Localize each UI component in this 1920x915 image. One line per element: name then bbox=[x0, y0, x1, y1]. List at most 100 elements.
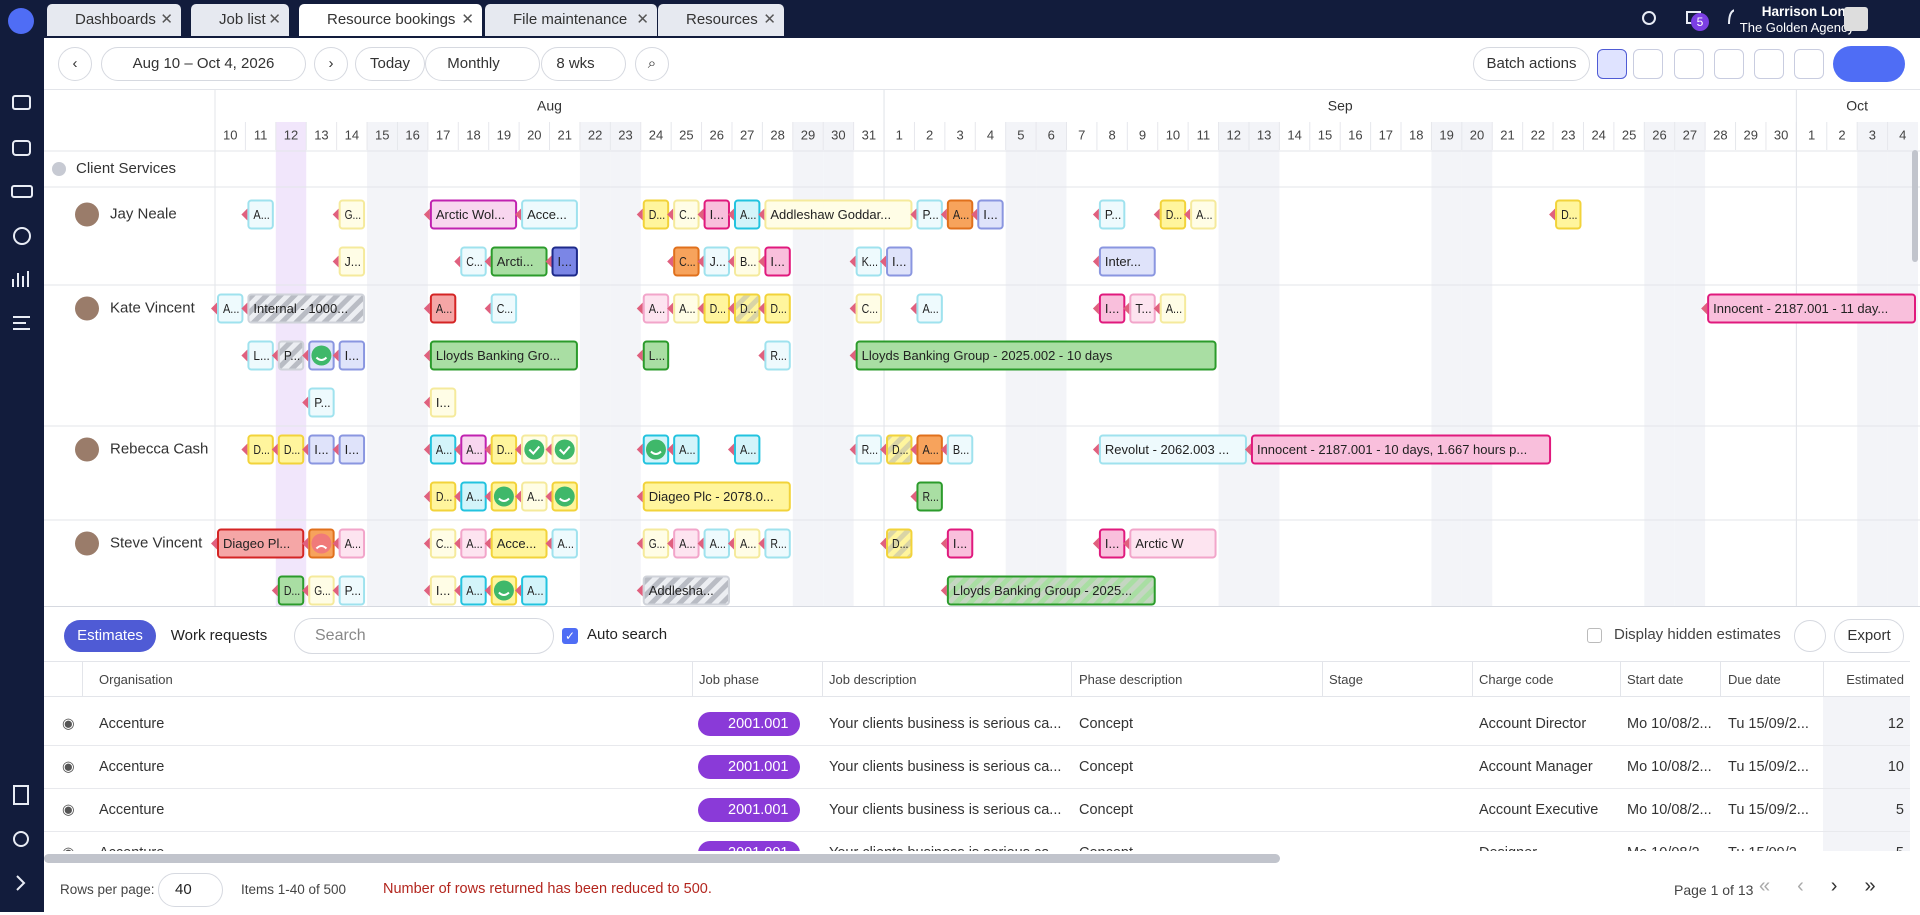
booking[interactable]: K... bbox=[849, 246, 883, 277]
booking[interactable]: B... bbox=[727, 246, 761, 277]
booking[interactable]: C... bbox=[423, 528, 457, 559]
booking[interactable]: Inter... bbox=[1092, 246, 1156, 277]
avatar[interactable] bbox=[1844, 7, 1868, 31]
booking[interactable]: G... bbox=[302, 575, 335, 606]
booking[interactable]: D... bbox=[484, 434, 518, 465]
booking[interactable]: D... bbox=[636, 199, 670, 230]
booking[interactable]: I... bbox=[423, 387, 457, 418]
tab[interactable]: Dashboards ✕ bbox=[47, 4, 181, 36]
booking[interactable]: C... bbox=[484, 293, 518, 324]
search-icon[interactable] bbox=[1642, 11, 1656, 25]
hidden-checkbox[interactable] bbox=[1587, 628, 1602, 643]
booking[interactable]: C... bbox=[849, 293, 883, 324]
booking[interactable]: R... bbox=[849, 434, 883, 465]
booking[interactable]: D... bbox=[271, 575, 305, 606]
booking[interactable]: I... bbox=[545, 246, 578, 277]
refresh[interactable] bbox=[1794, 49, 1824, 79]
booking[interactable]: L... bbox=[241, 340, 274, 371]
estimates-tab[interactable]: Estimates bbox=[64, 620, 156, 652]
booking[interactable]: I... bbox=[332, 434, 366, 465]
search-button[interactable]: ⌕ bbox=[635, 47, 669, 81]
export-button[interactable]: Export bbox=[1834, 619, 1904, 653]
job-phase-pill[interactable]: 2001.001 bbox=[698, 755, 800, 779]
calendar-view[interactable] bbox=[1597, 49, 1627, 79]
tab[interactable]: File maintenance ✕ bbox=[485, 4, 657, 36]
booking[interactable]: D... bbox=[880, 434, 913, 465]
booking[interactable]: A... bbox=[910, 293, 943, 324]
booking[interactable]: G... bbox=[332, 199, 366, 230]
job-phase-pill[interactable]: 2001.001 bbox=[698, 841, 800, 851]
nav-icon[interactable] bbox=[16, 875, 26, 891]
pagination[interactable]: «‹›» bbox=[1759, 875, 1903, 897]
booking[interactable]: T... bbox=[1123, 293, 1156, 324]
booking[interactable]: D... bbox=[697, 293, 730, 324]
booking[interactable]: I... bbox=[758, 246, 791, 277]
calendar-menu[interactable] bbox=[1833, 46, 1905, 82]
booking[interactable]: A... bbox=[697, 528, 730, 559]
nav-icon[interactable] bbox=[12, 271, 29, 287]
booking[interactable]: P... bbox=[910, 199, 943, 230]
next-button[interactable]: › bbox=[314, 47, 348, 81]
booking[interactable]: I... bbox=[880, 246, 913, 277]
booking[interactable]: A... bbox=[515, 481, 548, 512]
settings[interactable] bbox=[1714, 49, 1744, 79]
prev-button[interactable]: ‹ bbox=[58, 47, 92, 81]
booking[interactable]: A... bbox=[515, 575, 548, 606]
booking[interactable]: D... bbox=[423, 481, 457, 512]
booking[interactable]: Arcti... bbox=[484, 246, 548, 277]
h-scrollbar[interactable] bbox=[44, 854, 1280, 863]
booking[interactable]: B... bbox=[940, 434, 974, 465]
booking[interactable]: A... bbox=[332, 528, 366, 559]
nav-icon[interactable] bbox=[13, 785, 29, 805]
booking[interactable]: D... bbox=[727, 293, 761, 324]
booking[interactable] bbox=[302, 340, 335, 371]
booking[interactable]: C... bbox=[667, 199, 700, 230]
booking[interactable]: D... bbox=[241, 434, 274, 465]
booking[interactable]: I... bbox=[697, 199, 730, 230]
booking[interactable]: A... bbox=[454, 481, 487, 512]
job-phase-pill[interactable]: 2001.001 bbox=[698, 712, 800, 736]
booking[interactable]: Addleshaw Goddar... bbox=[758, 199, 913, 230]
v-scrollbar[interactable] bbox=[1912, 150, 1918, 262]
booking[interactable]: A... bbox=[423, 434, 457, 465]
bell-icon[interactable] bbox=[1728, 9, 1734, 25]
work-requests-tab[interactable]: Work requests bbox=[170, 627, 268, 644]
booking[interactable]: I... bbox=[971, 199, 1004, 230]
booking[interactable]: A... bbox=[423, 293, 457, 324]
booking[interactable]: Lloyds Banking Group - 2025... bbox=[940, 575, 1156, 606]
today-button[interactable]: Today bbox=[355, 47, 425, 81]
booking[interactable] bbox=[302, 528, 335, 559]
booking[interactable]: D... bbox=[1549, 199, 1582, 230]
booking[interactable]: G... bbox=[636, 528, 670, 559]
booking[interactable]: Lloyds Banking Gro... bbox=[423, 340, 578, 371]
nav-icon[interactable] bbox=[13, 227, 31, 245]
booking[interactable] bbox=[484, 575, 518, 606]
booking[interactable]: A... bbox=[940, 199, 974, 230]
booking[interactable]: A... bbox=[454, 528, 487, 559]
search-input[interactable]: Search bbox=[294, 618, 554, 654]
view-select[interactable]: Monthly bbox=[425, 47, 540, 81]
booking[interactable]: A... bbox=[454, 434, 487, 465]
booking[interactable]: I... bbox=[940, 528, 974, 559]
nav-icon[interactable] bbox=[12, 140, 31, 156]
booking[interactable]: Diageo Plc - 2078.0... bbox=[636, 481, 791, 512]
booking[interactable]: Acce... bbox=[515, 199, 578, 230]
booking[interactable]: R... bbox=[758, 340, 791, 371]
date-range[interactable]: Aug 10 – Oct 4, 2026 bbox=[101, 47, 306, 81]
span-select[interactable]: 8 wks bbox=[541, 47, 626, 81]
columns-settings[interactable] bbox=[1794, 620, 1826, 652]
booking[interactable] bbox=[484, 481, 518, 512]
tab[interactable]: Job list ✕ bbox=[191, 4, 289, 36]
booking[interactable]: A... bbox=[727, 199, 761, 230]
booking[interactable]: D... bbox=[880, 528, 913, 559]
booking[interactable]: Diageo Pl... bbox=[211, 528, 305, 559]
booking[interactable]: I... bbox=[332, 340, 366, 371]
booking[interactable]: J... bbox=[332, 246, 366, 277]
booking[interactable]: R... bbox=[910, 481, 943, 512]
booking[interactable]: C... bbox=[667, 246, 700, 277]
nav-icon[interactable] bbox=[11, 185, 33, 198]
delete[interactable] bbox=[1754, 49, 1784, 79]
booking[interactable] bbox=[636, 434, 670, 465]
booking[interactable]: A... bbox=[727, 528, 761, 559]
booking[interactable]: Arctic W bbox=[1123, 528, 1217, 559]
